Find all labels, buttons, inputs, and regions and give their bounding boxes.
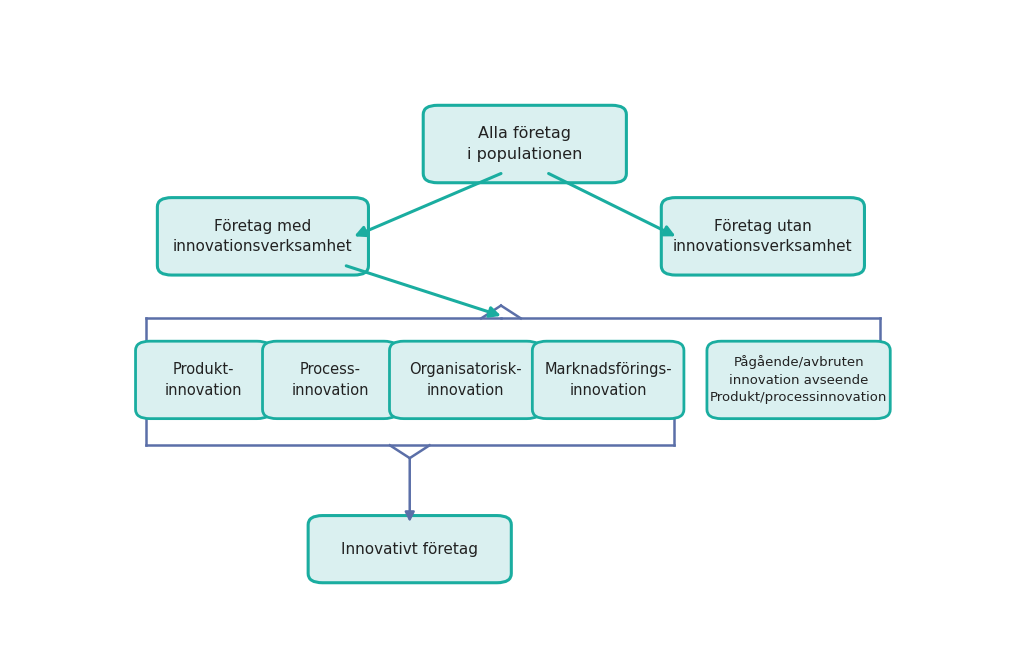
FancyBboxPatch shape xyxy=(532,341,684,419)
Text: Produkt-
innovation: Produkt- innovation xyxy=(165,362,242,398)
Text: Organisatorisk-
innovation: Organisatorisk- innovation xyxy=(409,362,521,398)
FancyBboxPatch shape xyxy=(262,341,398,419)
Text: Marknadsförings-
innovation: Marknadsförings- innovation xyxy=(545,362,672,398)
Text: Process-
innovation: Process- innovation xyxy=(292,362,369,398)
FancyBboxPatch shape xyxy=(158,198,369,275)
Text: Företag utan
innovationsverksamhet: Företag utan innovationsverksamhet xyxy=(673,218,853,254)
FancyBboxPatch shape xyxy=(662,198,864,275)
Text: Pågående/avbruten
innovation avseende
Produkt/processinnovation: Pågående/avbruten innovation avseende Pr… xyxy=(710,356,887,404)
FancyBboxPatch shape xyxy=(389,341,541,419)
FancyBboxPatch shape xyxy=(135,341,271,419)
FancyBboxPatch shape xyxy=(423,105,627,182)
Text: Företag med
innovationsverksamhet: Företag med innovationsverksamhet xyxy=(173,218,352,254)
Text: Alla företag
i populationen: Alla företag i populationen xyxy=(467,127,583,162)
FancyBboxPatch shape xyxy=(707,341,890,419)
Text: Innovativt företag: Innovativt företag xyxy=(341,541,478,557)
FancyBboxPatch shape xyxy=(308,515,511,583)
